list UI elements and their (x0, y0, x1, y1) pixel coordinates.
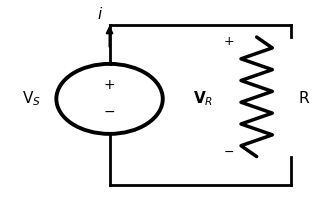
Text: +: + (104, 78, 115, 92)
Text: −: − (223, 146, 234, 159)
Text: $i$: $i$ (97, 6, 103, 22)
Text: +: + (223, 35, 234, 48)
Text: V$_R$: V$_R$ (193, 90, 213, 108)
Text: V$_S$: V$_S$ (22, 90, 41, 108)
Text: R: R (298, 91, 309, 106)
Text: −: − (104, 105, 115, 119)
